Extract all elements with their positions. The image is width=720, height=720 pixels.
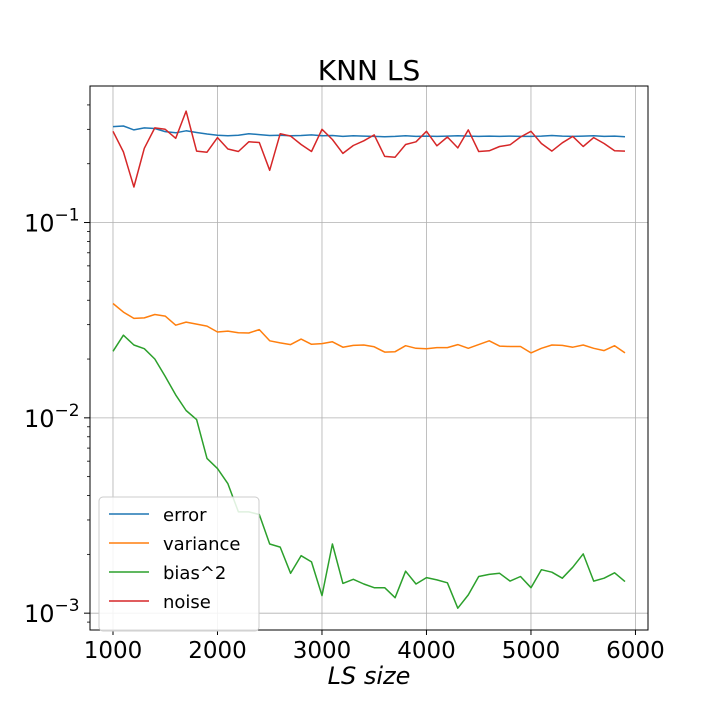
series-lines: [112, 110, 626, 609]
legend-label: error: [163, 505, 207, 526]
series-line-error: [112, 125, 626, 138]
x-axis-label: LS size: [328, 662, 411, 690]
x-tick-label: 1000: [84, 638, 143, 664]
series-line-bias2: [112, 334, 626, 609]
x-tick-label: 2000: [188, 638, 247, 664]
x-tick-label: 4000: [397, 638, 456, 664]
series-line-noise: [112, 110, 626, 188]
y-axis-ticks: 10−3 10−2 10−1: [24, 104, 90, 628]
chart-title: KNN LS: [318, 54, 421, 87]
legend-label: bias^2: [163, 563, 226, 584]
series-line-variance: [112, 302, 626, 354]
x-axis-ticks: 1000 2000 3000 4000 5000 6000: [84, 630, 665, 664]
x-tick-label: 6000: [606, 638, 665, 664]
legend-box: [98, 496, 260, 632]
plot-frame: [89, 85, 649, 631]
legend: error variance bias^2 noise: [98, 496, 260, 632]
y-tick-label: 10−2: [24, 401, 80, 433]
legend-label: noise: [163, 592, 211, 613]
x-tick-label: 3000: [293, 638, 352, 664]
x-tick-label: 5000: [502, 638, 561, 664]
legend-label: variance: [163, 534, 241, 555]
y-tick-label: 10−3: [24, 596, 80, 628]
y-tick-label: 10−1: [24, 206, 80, 238]
